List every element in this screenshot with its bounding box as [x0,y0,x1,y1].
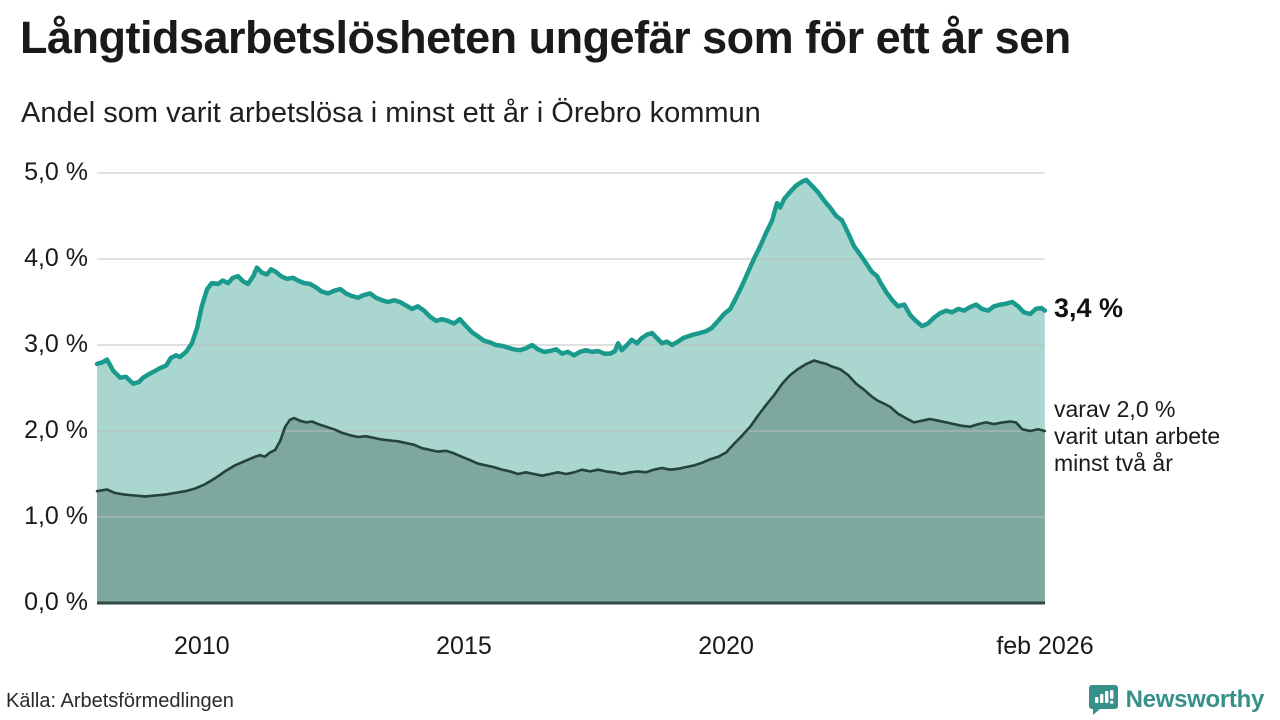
x-tick-label-0: 2010 [174,632,230,660]
chart-subtitle: Andel som varit arbetslösa i minst ett å… [21,97,761,129]
series-line-1 [95,359,1047,498]
y-tick-label-4: 4,0 % [24,244,88,272]
y-tick-label-1: 1,0 % [24,502,88,530]
series-line-0 [94,177,1048,386]
newsworthy-logo-icon [1088,685,1118,715]
secondary-annotation-line3: minst två år [1054,450,1173,476]
y-tick-label-3: 3,0 % [24,330,88,358]
area-fill-series-1 [97,360,1045,603]
y-tick-label-2: 2,0 % [24,416,88,444]
newsworthy-brand: Newsworthy [1088,685,1265,715]
page-title: Långtidsarbetslösheten ungefär som för e… [20,12,1071,63]
x-tick-label-2: 2020 [698,632,754,660]
source-attribution: Källa: Arbetsförmedlingen [6,690,234,712]
x-tick-label-1: 2015 [436,632,492,660]
secondary-annotation-line1: varav 2,0 % [1054,396,1176,422]
newsworthy-wordmark: Newsworthy [1125,686,1265,713]
y-tick-label-0: 0,0 % [24,588,88,616]
secondary-series-annotation: varav 2,0 % varit utan arbete minst två … [1054,396,1220,477]
secondary-annotation-line2: varit utan arbete [1054,423,1221,449]
latest-total-label: 3,4 % [1054,293,1124,323]
x-tick-label-3: feb 2026 [996,632,1094,660]
y-tick-label-5: 5,0 % [24,158,88,186]
